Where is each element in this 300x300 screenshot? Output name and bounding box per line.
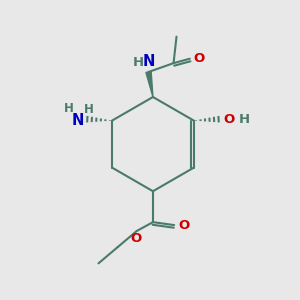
Text: H: H xyxy=(133,56,144,69)
Text: O: O xyxy=(223,112,234,126)
Text: O: O xyxy=(178,219,190,232)
Text: O: O xyxy=(193,52,205,64)
Text: H: H xyxy=(239,112,250,126)
Text: N: N xyxy=(142,54,155,69)
Text: H: H xyxy=(64,102,74,115)
Text: O: O xyxy=(130,232,142,244)
Text: H: H xyxy=(84,103,94,116)
Text: N: N xyxy=(71,113,84,128)
Polygon shape xyxy=(146,71,153,97)
